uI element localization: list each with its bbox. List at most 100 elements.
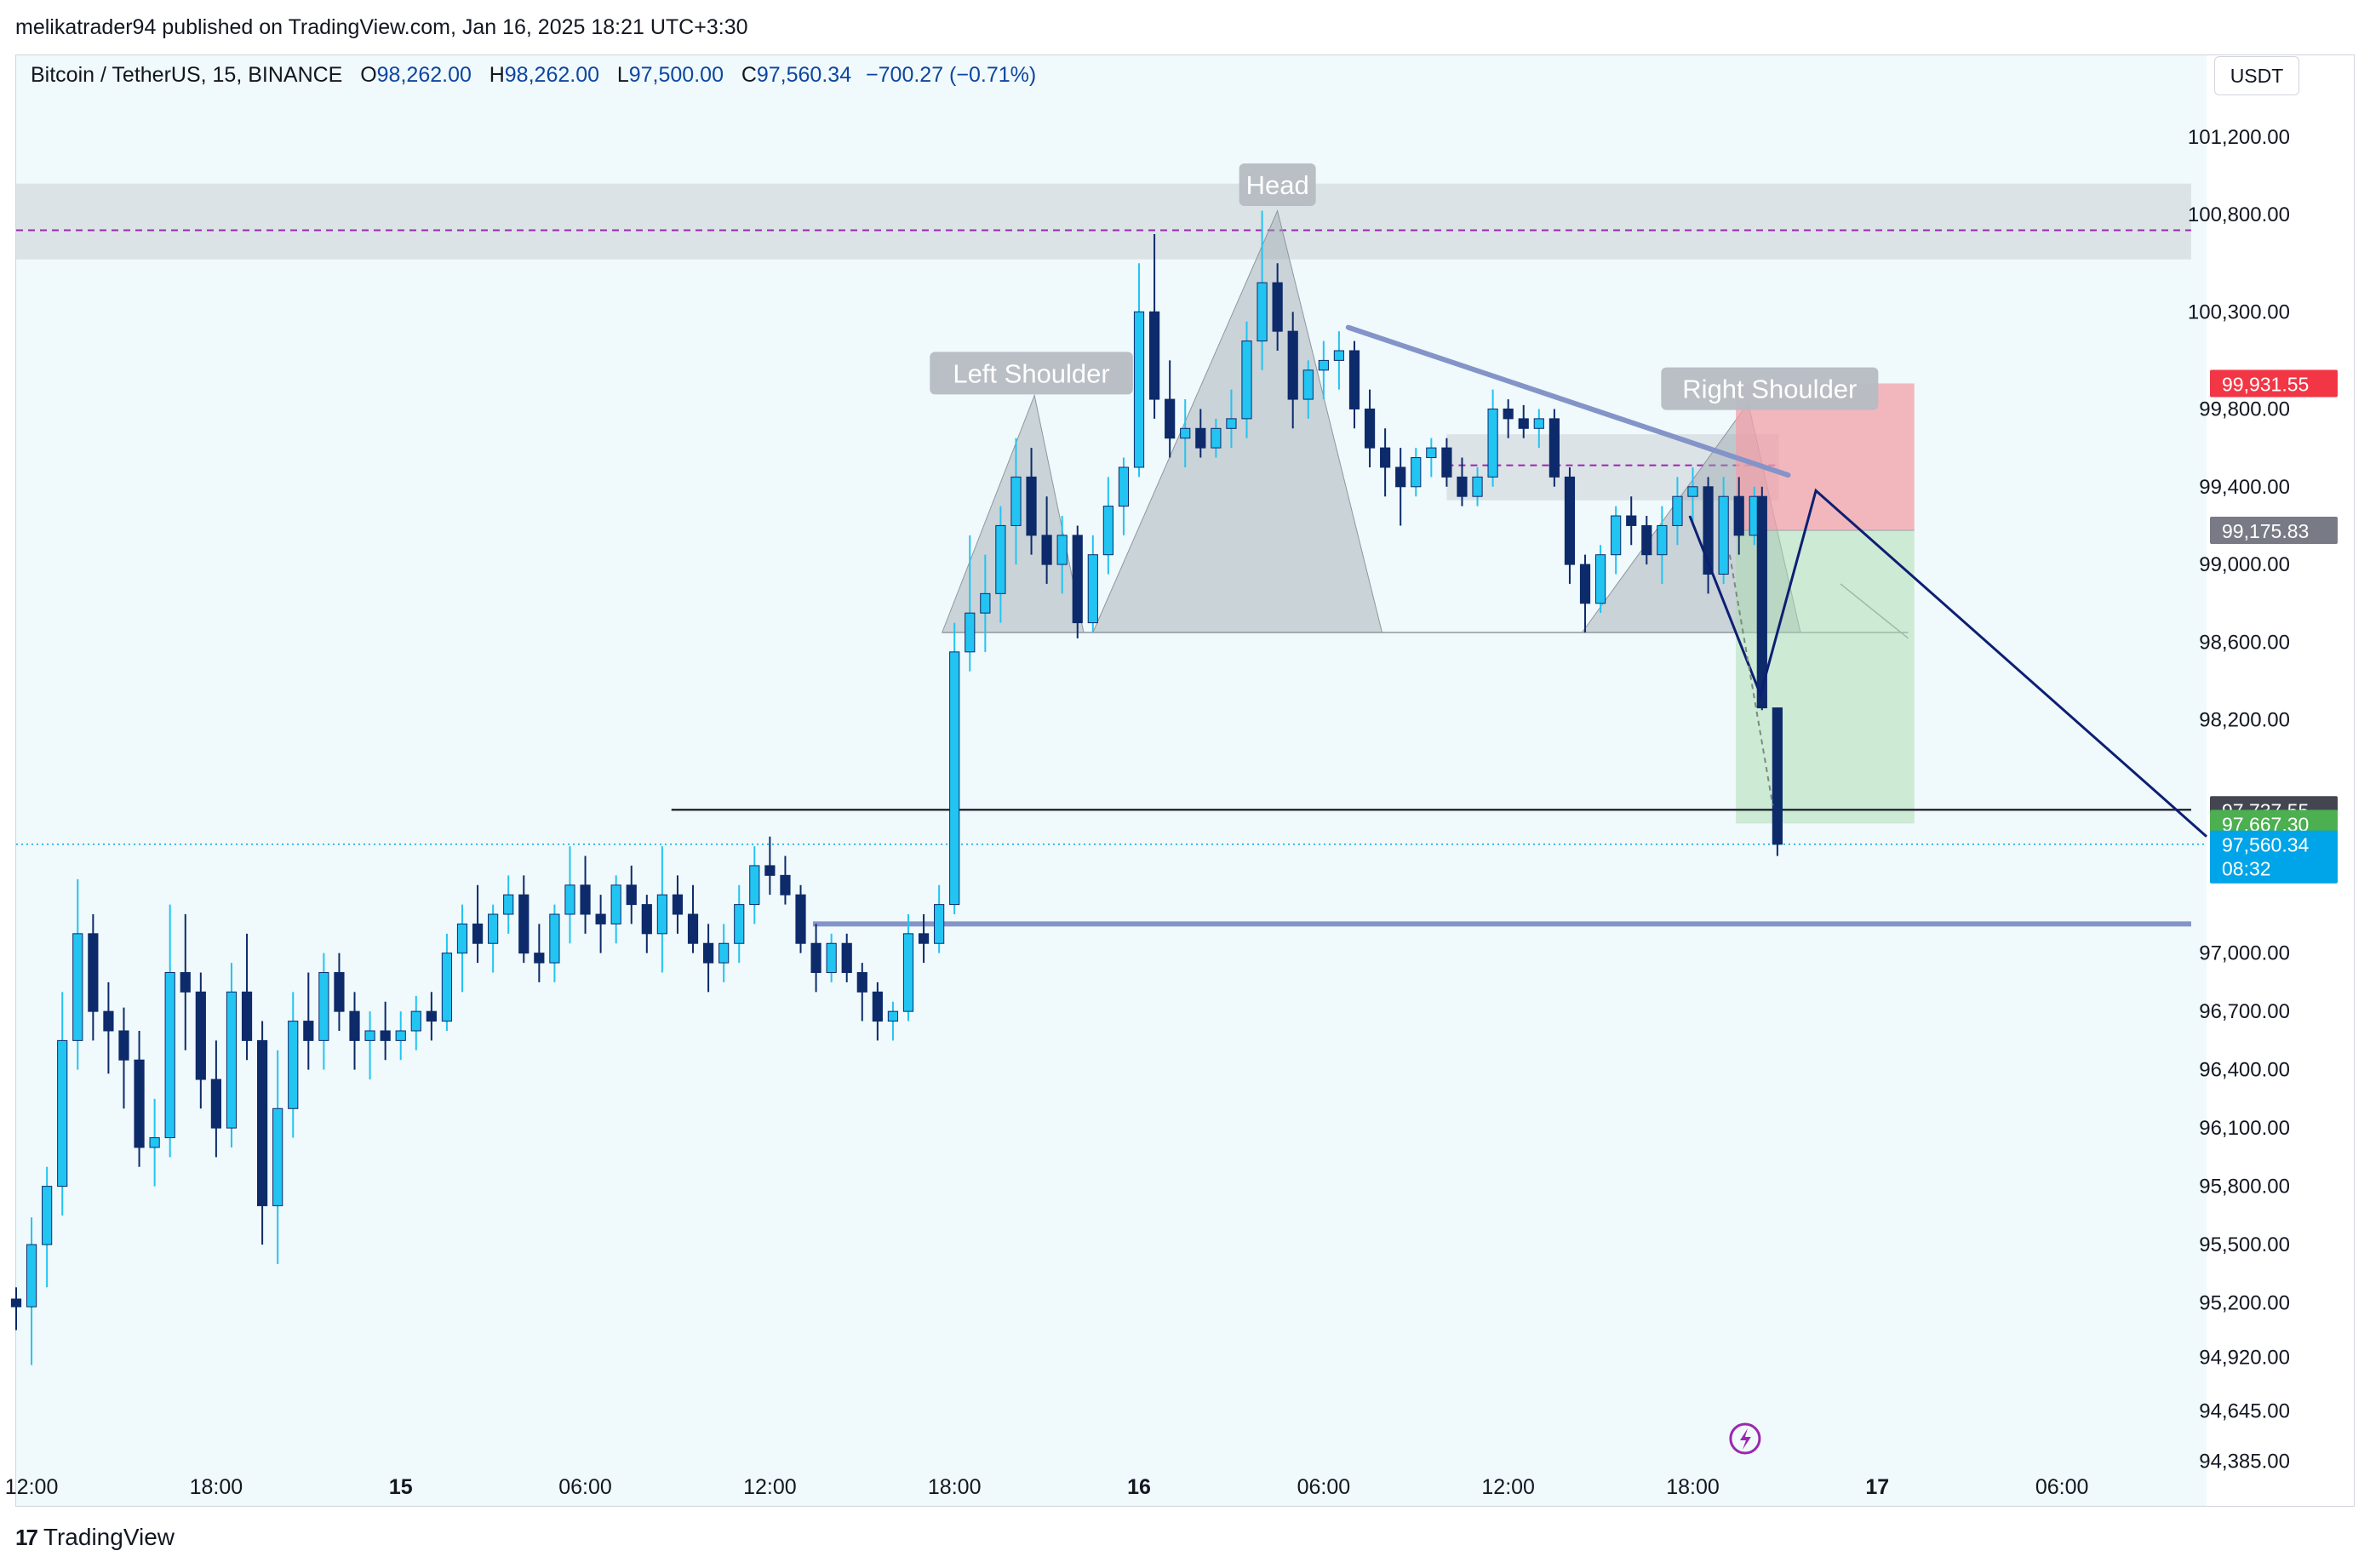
move-dashed-line	[1728, 554, 1774, 806]
candle-body	[549, 913, 560, 964]
candle-body	[380, 1030, 391, 1041]
candle-body	[1426, 447, 1437, 459]
legend-open-label: O	[360, 63, 377, 87]
currency-button[interactable]: USDT	[2214, 56, 2299, 95]
legend-close-label: C	[741, 63, 757, 87]
resistance-zone	[16, 183, 2191, 260]
candle-body	[1756, 495, 1767, 709]
descending-trendline	[1345, 324, 1791, 478]
candle-body	[1165, 398, 1176, 439]
legend-change: −700.27 (−0.71%)	[866, 63, 1037, 87]
candle-body	[1302, 369, 1314, 400]
candle-body	[272, 1107, 283, 1206]
candle-body	[288, 1021, 299, 1109]
legend-high: 98,262.00	[504, 63, 599, 87]
candle-body	[210, 1079, 221, 1129]
candle-body	[1195, 427, 1206, 449]
candle-body	[1072, 535, 1083, 624]
candle-body	[702, 942, 714, 964]
candle-body	[934, 904, 945, 944]
footer: 17 TradingView	[15, 1520, 175, 1554]
legend-low-label: L	[616, 63, 629, 87]
pattern-label-box	[1661, 367, 1879, 410]
candle-body	[488, 913, 499, 944]
candle-body	[1148, 311, 1160, 400]
candle-body	[795, 894, 806, 944]
candle-body	[734, 904, 745, 944]
chart-frame[interactable]	[15, 54, 2355, 1507]
candle-body	[1133, 311, 1145, 468]
y-tick-label: 99,800.00	[2199, 398, 2290, 421]
candle-body	[1026, 476, 1037, 536]
candle-body	[826, 942, 837, 973]
legend-symbol[interactable]: Bitcoin / TetherUS, 15, BINANCE	[31, 63, 343, 87]
x-tick-label: 18:00	[190, 1475, 243, 1499]
pattern-label: Right Shoulder	[1682, 375, 1857, 404]
candle-body	[1102, 506, 1113, 556]
candle-body	[456, 923, 468, 954]
candle-body	[1457, 476, 1468, 497]
candle-body	[441, 953, 453, 1022]
candle-body	[841, 942, 852, 973]
legend-close: 97,560.34	[756, 63, 852, 87]
candle-body	[887, 1010, 899, 1022]
y-tick-label: 96,100.00	[2199, 1117, 2290, 1140]
x-tick-label: 16	[1127, 1475, 1151, 1499]
y-tick-label: 95,800.00	[2199, 1176, 2290, 1199]
y-tick-label: 101,200.00	[2188, 126, 2290, 149]
countdown-label: 08:32	[2222, 858, 2271, 880]
candle-body	[687, 913, 699, 944]
candle-body	[364, 1030, 375, 1041]
y-tick-label: 94,645.00	[2199, 1399, 2290, 1422]
x-tick-label: 17	[1865, 1475, 1889, 1499]
candle-body	[241, 991, 253, 1041]
candle-body	[672, 894, 684, 915]
x-tick-label: 18:00	[1666, 1475, 1720, 1499]
price-badge-label: 99,931.55	[2222, 373, 2309, 395]
candle-body	[902, 933, 914, 1012]
tradingview-logo-icon[interactable]: 17	[15, 1524, 38, 1550]
candle-body	[1672, 495, 1683, 526]
candle-body	[918, 933, 930, 944]
x-tick-label: 06:00	[558, 1475, 612, 1499]
candle-body	[1772, 707, 1783, 845]
candle-body	[656, 894, 667, 935]
candle-body	[1056, 535, 1068, 565]
candle-body	[472, 923, 484, 944]
candle-body	[349, 1010, 360, 1041]
candle-body	[1395, 466, 1406, 488]
candle-body	[426, 1010, 437, 1022]
candle-body	[334, 971, 345, 1012]
lightning-bolt-icon	[1739, 1428, 1751, 1450]
y-tick-label: 94,920.00	[2199, 1346, 2290, 1369]
x-tick-label: 06:00	[1297, 1475, 1351, 1499]
candle-body	[1594, 554, 1606, 604]
candle-body	[1226, 418, 1237, 429]
candle-body	[1380, 447, 1391, 468]
candle-body	[1318, 359, 1329, 371]
candle-body	[395, 1030, 406, 1041]
candle-body	[1611, 515, 1622, 556]
candle-body	[303, 1021, 314, 1041]
candle-body	[1503, 408, 1514, 420]
y-tick-label: 98,600.00	[2199, 631, 2290, 654]
candle-body	[180, 971, 191, 993]
candle-body	[103, 1010, 114, 1032]
candle-body	[118, 1030, 129, 1061]
candle-body	[1241, 340, 1252, 420]
x-tick-label: 06:00	[2035, 1475, 2089, 1499]
candle-body	[780, 874, 791, 896]
x-tick-label: 15	[389, 1475, 413, 1499]
footer-brand[interactable]: TradingView	[43, 1524, 175, 1550]
candle-body	[1364, 408, 1376, 449]
candle-body	[1687, 486, 1698, 497]
candle-body	[1579, 564, 1591, 604]
x-tick-label: 12:00	[1481, 1475, 1535, 1499]
price-badge	[2210, 516, 2338, 544]
candle-body	[995, 524, 1006, 594]
candle-body	[1564, 476, 1576, 565]
candle-body	[965, 612, 976, 653]
candle-body	[1087, 554, 1098, 624]
y-tick-label: 99,400.00	[2199, 476, 2290, 499]
